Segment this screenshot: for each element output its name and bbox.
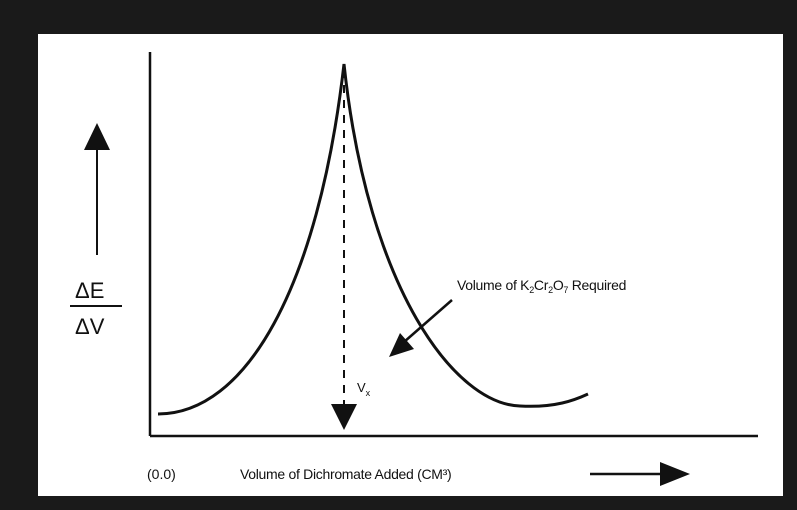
down-arrow-icon [331, 404, 357, 430]
x-axis-label: Volume of Dichromate Added (CM³) [240, 466, 451, 482]
annotation-label: Volume of K2Cr2O7 Required [457, 277, 626, 295]
titration-curve [157, 63, 589, 416]
up-arrow-icon [84, 123, 110, 150]
pointer-arrow-icon [389, 333, 414, 357]
x-origin-label: (0.0) [147, 466, 176, 482]
y-label-bottom: ΔV [75, 314, 105, 339]
equivalence-marker-label: Vx [357, 380, 371, 398]
diagram-panel [38, 34, 783, 496]
right-arrow-icon [660, 462, 690, 486]
annotation-pointer-shaft [403, 299, 453, 343]
y-label-top: ΔE [75, 278, 104, 303]
